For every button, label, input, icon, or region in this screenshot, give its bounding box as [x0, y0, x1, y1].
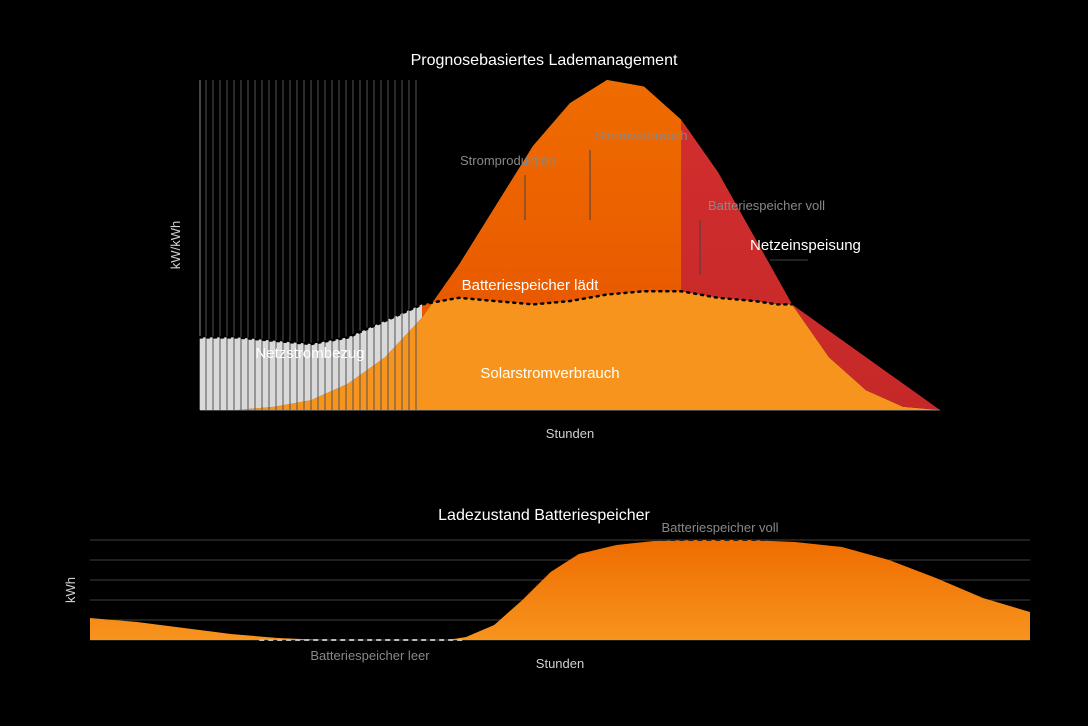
annotation-label: Batteriespeicher voll [708, 198, 825, 213]
soc-area [90, 540, 1030, 640]
top-chart-title: Prognosebasiertes Lademanagement [411, 52, 678, 69]
top-chart: Prognosebasiertes Lademanagement Netzstr… [0, 52, 940, 441]
region-label: Batteriespeicher lädt [462, 277, 600, 294]
annotation-label: Stromproduktion [460, 153, 555, 168]
bottom-chart: Ladezustand Batteriespeicher Batteriespe… [63, 507, 1030, 671]
region-label: Solarstromverbrauch [480, 365, 619, 382]
bottom-y-axis-label: kWh [63, 577, 78, 603]
region-label: Netzeinspeisung [750, 237, 861, 254]
region-label: Netzstrombezug [255, 345, 364, 362]
annotation-label: Batteriespeicher voll [661, 520, 778, 535]
bottom-x-axis-label: Stunden [536, 656, 584, 671]
annotation-label: Batteriespeicher leer [310, 648, 430, 663]
annotation-label: Stromverbrauch [595, 128, 687, 143]
top-y-axis-label: kW/kWh [168, 221, 183, 269]
bottom-chart-title: Ladezustand Batteriespeicher [438, 507, 650, 524]
top-x-axis-label: Stunden [546, 426, 594, 441]
